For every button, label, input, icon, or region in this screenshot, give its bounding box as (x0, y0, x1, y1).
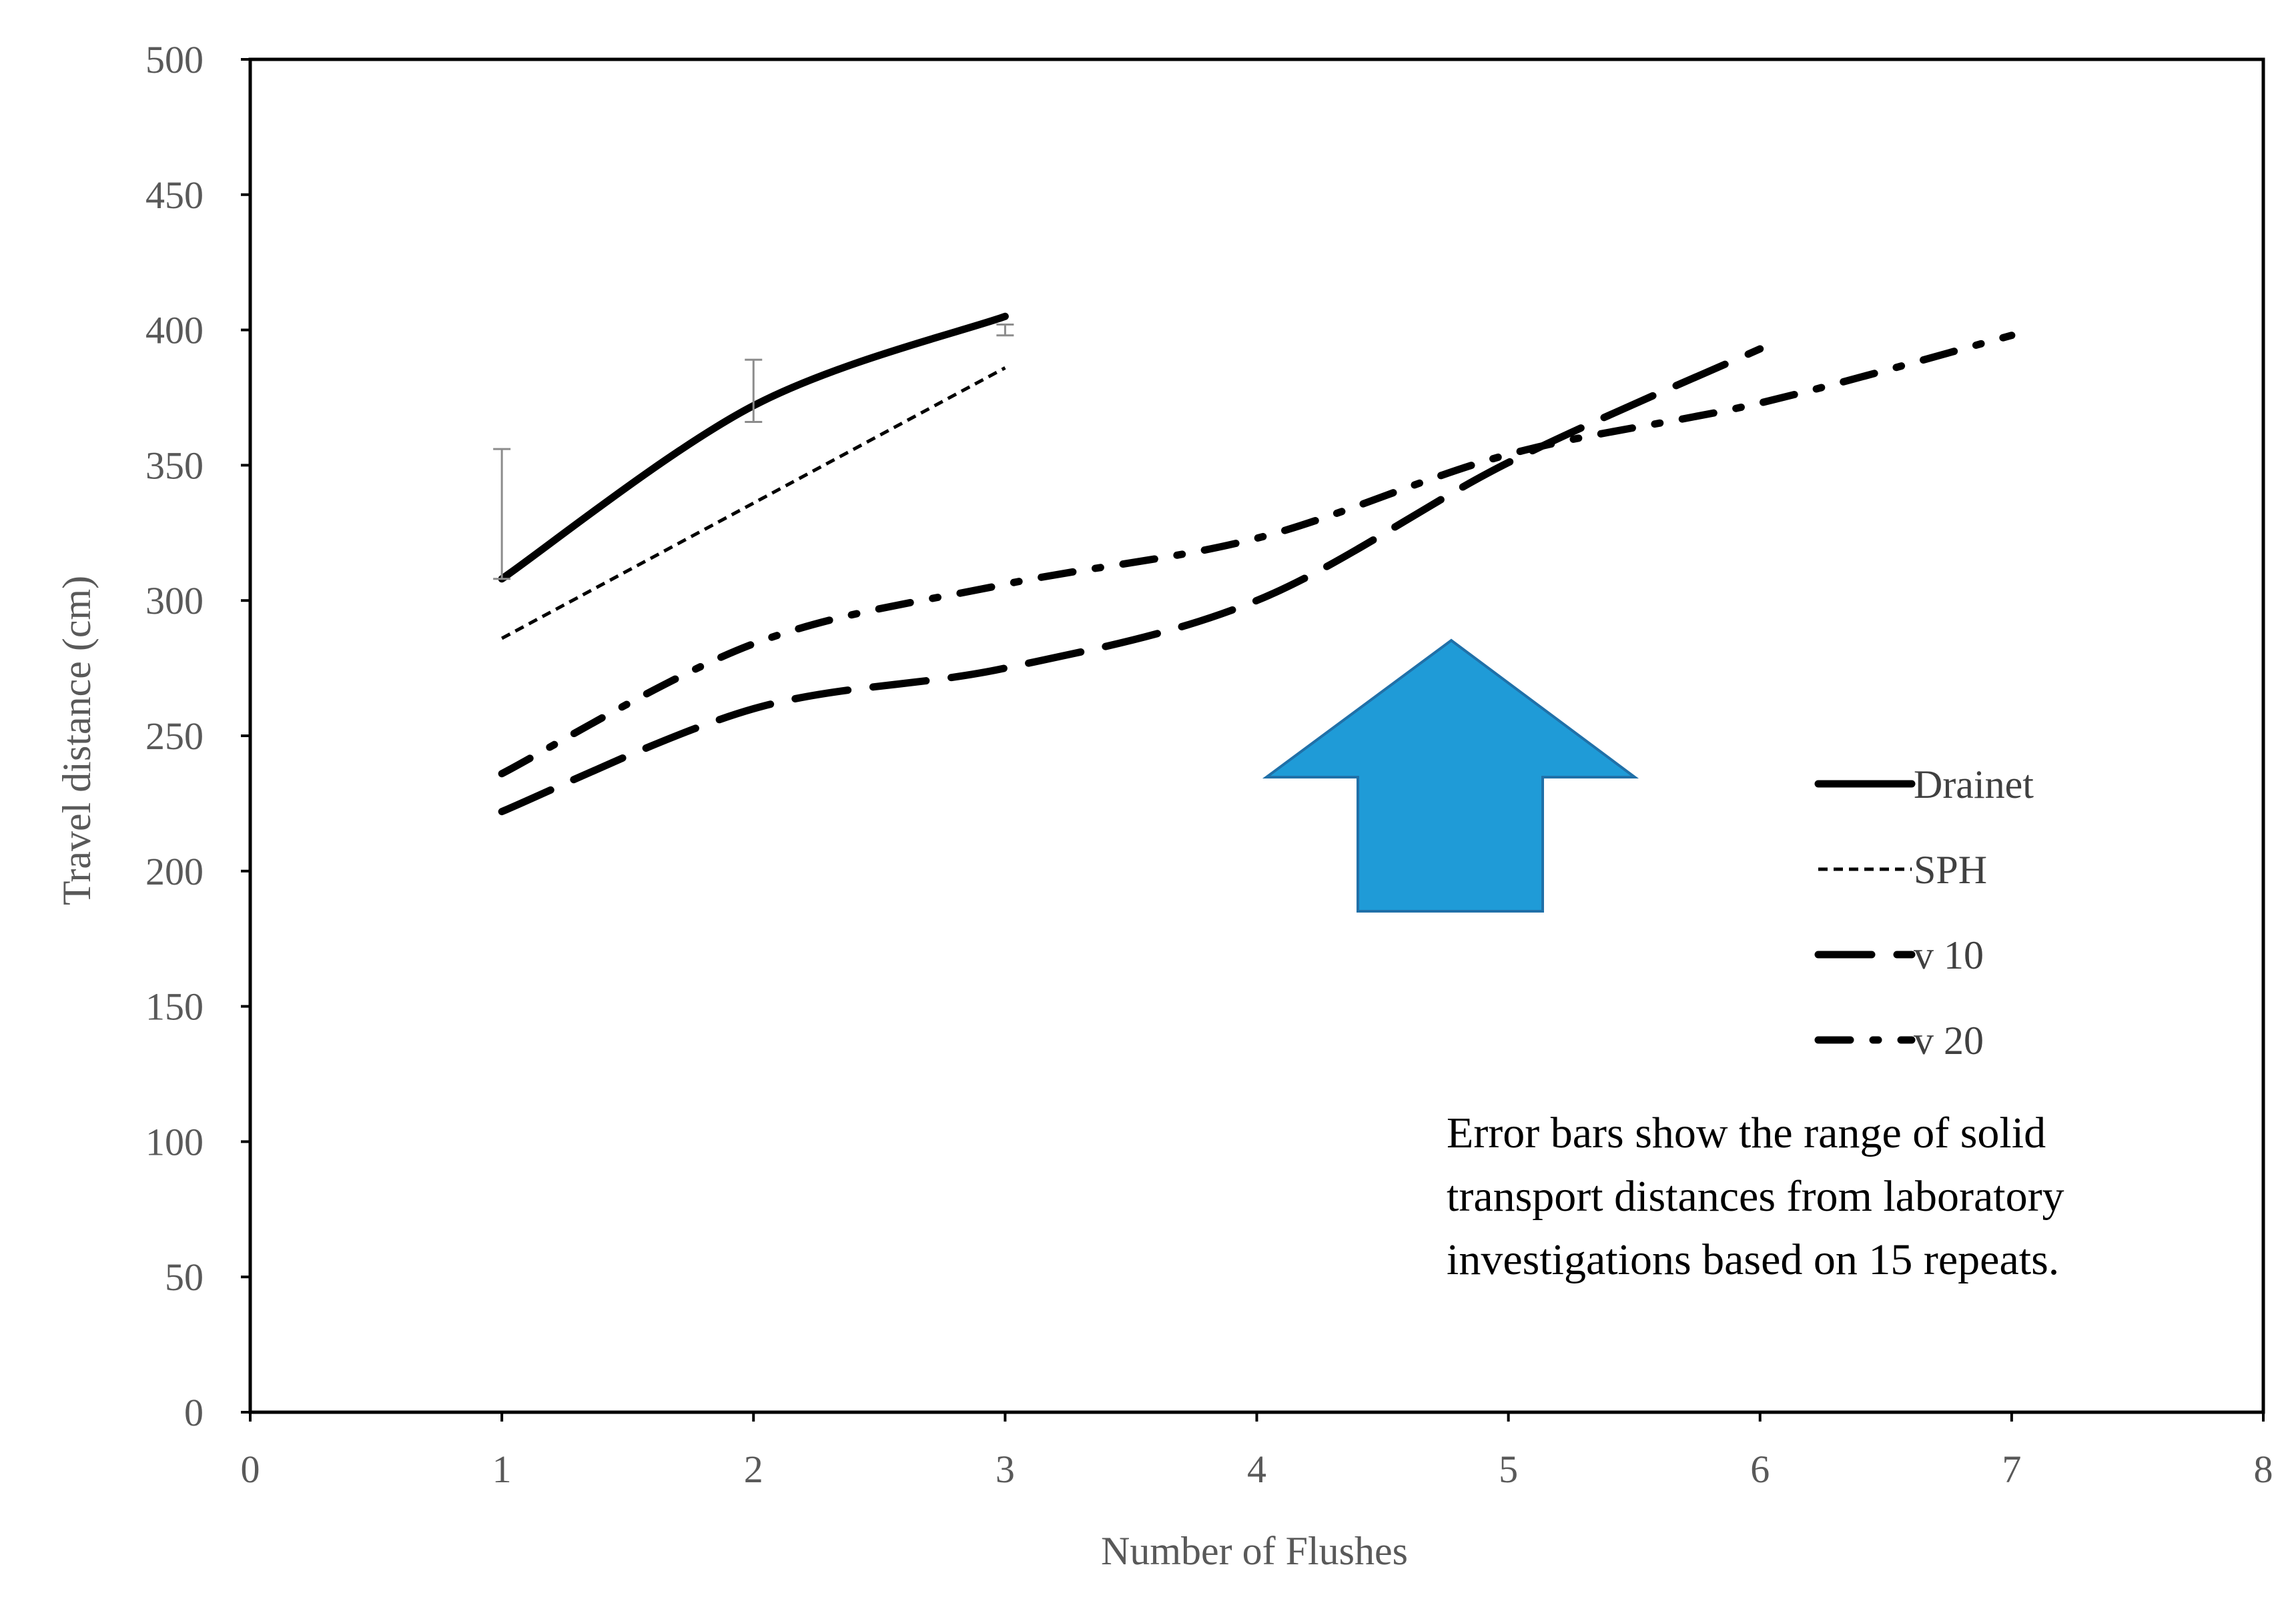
legend-label: v 20 (1914, 1019, 1984, 1063)
y-tick-label: 50 (165, 1255, 204, 1299)
x-tick-label: 2 (744, 1448, 763, 1491)
error-bars (493, 323, 1014, 580)
y-axis-title: Travel distance (cm) (55, 576, 99, 905)
legend-label: SPH (1914, 848, 1987, 892)
x-tick-label: 5 (1499, 1448, 1518, 1491)
x-tick-label: 3 (996, 1448, 1015, 1491)
x-tick-label: 1 (492, 1448, 512, 1491)
legend: Drainet SPH v 10 v 20 (1814, 762, 2034, 1063)
series-line-sph (500, 366, 1006, 640)
x-tick-label: 0 (241, 1448, 260, 1491)
legend-label: Drainet (1914, 762, 2034, 807)
y-tick-label: 300 (145, 579, 204, 622)
y-tick-label: 350 (145, 444, 204, 487)
y-tick-label: 500 (145, 38, 204, 81)
note-line-3: investigations based on 15 repeats. (1447, 1235, 2059, 1284)
x-tick-label: 8 (2254, 1448, 2273, 1491)
y-tick-label: 250 (145, 714, 204, 758)
y-tick-label: 150 (145, 985, 204, 1029)
legend-label: v 10 (1914, 933, 1984, 977)
y-tick-label: 200 (145, 850, 204, 893)
x-tick-label: 6 (1750, 1448, 1770, 1491)
note-line-1: Error bars show the range of solid (1447, 1109, 2046, 1157)
series-line-v-20 (498, 332, 2016, 778)
y-tick-label: 450 (145, 173, 204, 217)
x-tick-label: 4 (1247, 1448, 1266, 1491)
x-axis-title: Number of Flushes (1101, 1529, 1408, 1573)
error-bar-note: Error bars show the range of solid trans… (1447, 1109, 2064, 1284)
x-axis-ticks: 0 1 2 3 4 5 6 7 8 (241, 1412, 2273, 1491)
up-arrow-shape (1262, 638, 1639, 913)
note-line-2: transport distances from laboratory (1447, 1172, 2064, 1221)
y-tick-label: 400 (145, 309, 204, 352)
y-tick-label: 100 (145, 1120, 204, 1163)
y-axis-ticks: 0 50 100 150 200 250 300 350 400 450 500 (145, 38, 250, 1434)
x-tick-label: 7 (2002, 1448, 2021, 1491)
y-tick-label: 0 (184, 1391, 204, 1434)
